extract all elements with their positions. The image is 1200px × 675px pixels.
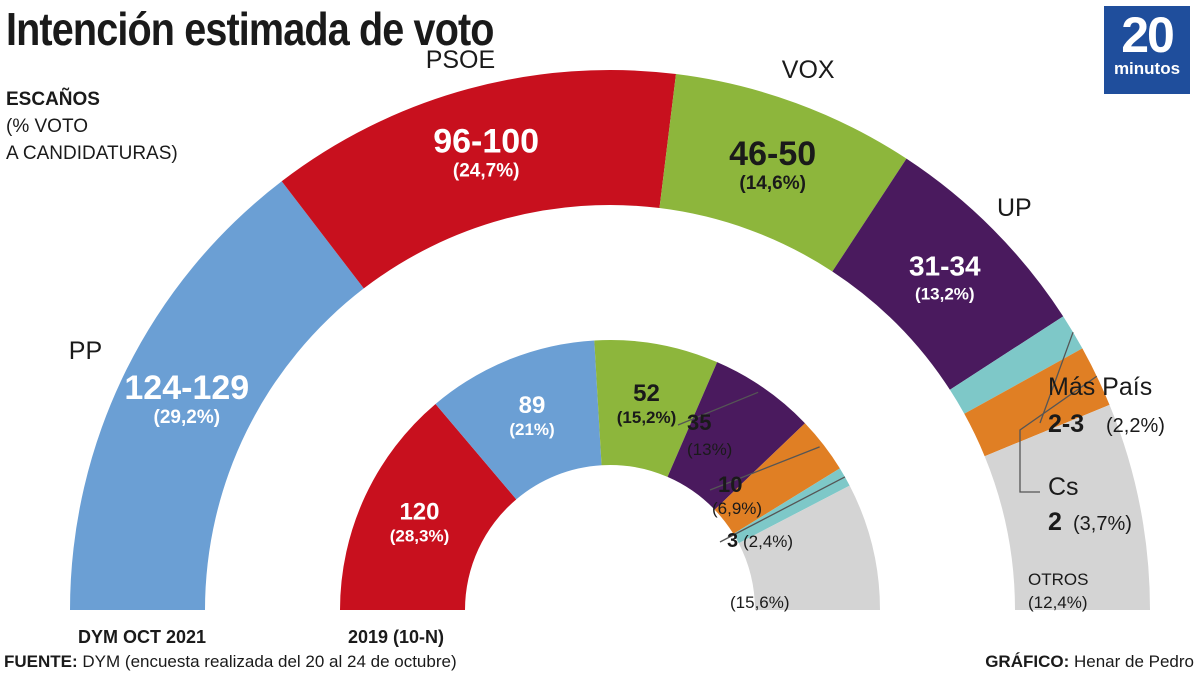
- outer-name-mas-pais: Más País: [1048, 373, 1152, 401]
- outer-sector-otros: [984, 404, 1150, 610]
- outer-name-vox: VOX: [782, 56, 835, 84]
- inner-value-pp: 89: [519, 392, 546, 419]
- logo-number: 20: [1121, 7, 1175, 63]
- inner-pct-mas-pais: (2,4%): [743, 532, 793, 551]
- inner-sector-psoe: [340, 403, 517, 610]
- footer-source: FUENTE: DYM (encuesta realizada del 20 a…: [4, 652, 457, 672]
- leader-lines: [677, 331, 1098, 543]
- outer-pct-mas-pais: (2,2%): [1106, 415, 1165, 437]
- outer-sector-pp: [70, 181, 364, 610]
- inner-pct-vox: (15,2%): [617, 408, 677, 427]
- inner-sector-up: [667, 362, 805, 510]
- chart-labels: 124-129(29,2%) 96-100(24,7%) 46-50(14,6%) 3…: [69, 46, 1165, 647]
- subtitle-vote-line1: (% VOTO: [6, 116, 88, 137]
- inner-sector-vox: [594, 340, 718, 477]
- inner-sector-mas-pais: [733, 468, 850, 544]
- outer-value-psoe: 96-100: [433, 123, 539, 161]
- outer-name-up: UP: [997, 194, 1032, 222]
- footer-source-text: DYM (encuesta realizada del 20 al 24 de …: [82, 652, 457, 671]
- outer-value-cs: 2: [1048, 508, 1062, 536]
- outer-sector-psoe: [281, 70, 676, 289]
- outer-arc-2021: [70, 70, 1150, 610]
- footer-credit-text: Henar de Pedro: [1073, 652, 1194, 671]
- outer-pct-psoe: (24,7%): [453, 161, 520, 182]
- outer-name-pp: PP: [69, 337, 102, 365]
- outer-pct-pp: (29,2%): [154, 407, 221, 428]
- outer-value-pp: 124-129: [124, 369, 249, 407]
- inner-value-cs: 10: [718, 472, 742, 497]
- outer-sector-vox: [659, 74, 907, 272]
- inner-value-up: 35: [687, 410, 711, 435]
- inner-pct-otros: (15,6%): [730, 593, 790, 612]
- inner-pct-pp: (21%): [509, 420, 554, 439]
- outer-sector-mas-pais: [949, 316, 1083, 414]
- outer-name-cs: Cs: [1048, 473, 1079, 501]
- inner-value-mas-pais: 3: [727, 530, 738, 552]
- outer-name-psoe: PSOE: [426, 46, 495, 74]
- inner-chart-title: 2019 (10-N): [348, 627, 444, 647]
- outer-chart-title: DYM OCT 2021: [78, 627, 206, 647]
- inner-value-vox: 52: [633, 380, 660, 407]
- leader-mas-pais: [1039, 331, 1074, 424]
- outer-name-otros: OTROS: [1028, 570, 1088, 589]
- footer-source-label: FUENTE:: [4, 652, 78, 671]
- brand-logo: 20 minutos: [1104, 6, 1190, 94]
- subtitle-vote-line2: A CANDIDATURAS): [6, 143, 178, 164]
- outer-pct-otros: (12,4%): [1028, 593, 1088, 612]
- inner-pct-cs: (6,9%): [712, 499, 762, 518]
- leader-inner-cs: [709, 446, 820, 491]
- outer-pct-up: (13,2%): [915, 284, 975, 303]
- chart-title: Intención estimada de voto: [6, 3, 494, 55]
- inner-pct-psoe: (28,3%): [390, 527, 450, 546]
- outer-value-up: 31-34: [909, 250, 981, 281]
- inner-sector-pp: [435, 340, 602, 500]
- inner-sector-otros: [738, 485, 880, 610]
- inner-pct-up: (13%): [687, 440, 732, 459]
- footer-credit: GRÁFICO: Henar de Pedro: [985, 652, 1194, 672]
- outer-sector-cs: [964, 348, 1110, 457]
- outer-pct-cs: (3,7%): [1073, 513, 1132, 535]
- leader-inner-mas-pais: [719, 476, 846, 543]
- outer-value-mas-pais: 2-3: [1048, 410, 1084, 438]
- inner-arc-2019: [340, 340, 880, 610]
- leader-cs: [1019, 375, 1098, 493]
- outer-pct-vox: (14,6%): [739, 173, 806, 194]
- outer-sector-up: [832, 158, 1064, 390]
- logo-word: minutos: [1113, 59, 1181, 78]
- leader-inner-up: [677, 391, 759, 426]
- outer-value-vox: 46-50: [729, 135, 816, 173]
- footer-credit-label: GRÁFICO:: [985, 652, 1070, 671]
- subtitle-seats: ESCAÑOS: [6, 89, 100, 110]
- inner-value-psoe: 120: [399, 499, 439, 526]
